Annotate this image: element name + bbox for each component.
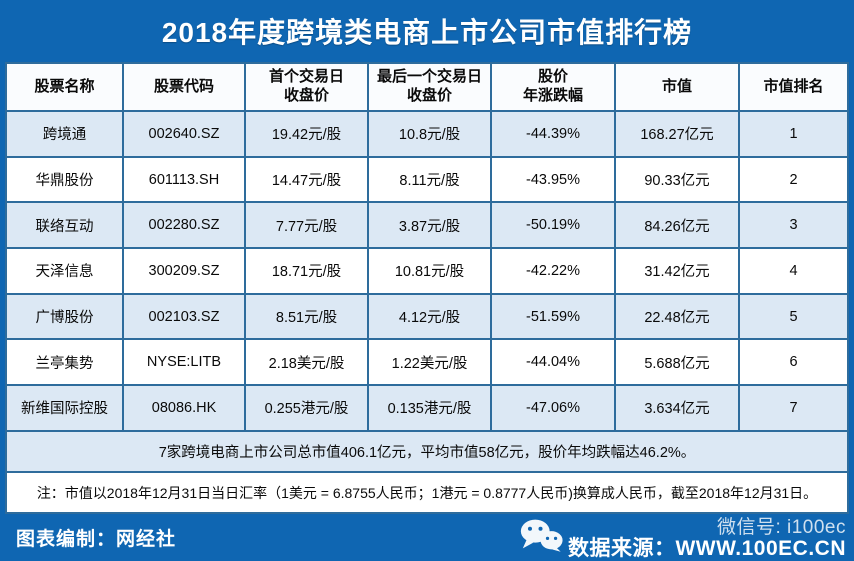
cell-stock-name: 兰亭集势 — [5, 338, 124, 387]
cell-rank: 6 — [738, 338, 849, 387]
cell-last-day-close: 3.87元/股 — [367, 201, 492, 250]
cell-stock-code: 08086.HK — [122, 384, 246, 432]
page-title: 2018年度跨境类电商上市公司市值排行榜 — [161, 17, 693, 48]
cell-rank: 7 — [738, 384, 849, 432]
cell-rank: 5 — [738, 292, 849, 341]
cell-stock-code: 601113.SH — [122, 155, 246, 204]
cell-market-value: 22.48亿元 — [614, 292, 740, 341]
col-header-first-day-close: 首个交易日 收盘价 — [244, 62, 369, 112]
cell-annual-change: -44.04% — [490, 338, 616, 387]
table-row: 兰亭集势 NYSE:LITB 2.18美元/股 1.22美元/股 -44.04%… — [5, 338, 849, 387]
wechat-icon — [518, 517, 564, 558]
cell-stock-name: 跨境通 — [5, 110, 124, 158]
cell-rank: 1 — [738, 110, 849, 158]
col-header-rank: 市值排名 — [738, 62, 849, 112]
cell-last-day-close: 1.22美元/股 — [367, 338, 492, 387]
chart-credit: 图表编制：网经社 — [16, 529, 177, 550]
cell-market-value: 5.688亿元 — [614, 338, 740, 387]
wechat-id: 微信号: i100ec — [716, 517, 846, 539]
cell-stock-name: 广博股份 — [5, 292, 124, 341]
table-row: 天泽信息 300209.SZ 18.71元/股 10.81元/股 -42.22%… — [5, 247, 849, 295]
cell-last-day-close: 10.8元/股 — [367, 110, 492, 158]
cell-market-value: 84.26亿元 — [614, 201, 740, 250]
cell-stock-code: 002280.SZ — [122, 201, 246, 250]
cell-market-value: 168.27亿元 — [614, 110, 740, 158]
ranking-table-area: 股票名称 股票代码 首个交易日 收盘价 最后一个交易日 收盘价 股价 年涨跌幅 … — [0, 62, 854, 514]
col-header-annual-change: 股价 年涨跌幅 — [490, 62, 616, 112]
header-row: 股票名称 股票代码 首个交易日 收盘价 最后一个交易日 收盘价 股价 年涨跌幅 … — [5, 62, 849, 112]
cell-annual-change: -51.59% — [490, 292, 616, 341]
note-row: 注：市值以2018年12月31日当日汇率（1美元 = 6.8755人民币；1港元… — [5, 471, 849, 514]
table-row: 新维国际控股 08086.HK 0.255港元/股 0.135港元/股 -47.… — [5, 384, 849, 432]
cell-stock-code: 300209.SZ — [122, 247, 246, 295]
cell-first-day-close: 7.77元/股 — [244, 201, 369, 250]
cell-stock-code: 002640.SZ — [122, 110, 246, 158]
cell-stock-name: 新维国际控股 — [5, 384, 124, 432]
cell-market-value: 31.42亿元 — [614, 247, 740, 295]
cell-annual-change: -44.39% — [490, 110, 616, 158]
cell-stock-code: NYSE:LITB — [122, 338, 246, 387]
cell-annual-change: -42.22% — [490, 247, 616, 295]
table-row: 华鼎股份 601113.SH 14.47元/股 8.11元/股 -43.95% … — [5, 155, 849, 204]
title-bar: 2018年度跨境类电商上市公司市值排行榜 — [0, 0, 854, 62]
cell-annual-change: -43.95% — [490, 155, 616, 204]
cell-stock-name: 联络互动 — [5, 201, 124, 250]
cell-rank: 4 — [738, 247, 849, 295]
summary-row: 7家跨境电商上市公司总市值406.1亿元，平均市值58亿元，股价年均跌幅达46.… — [5, 429, 849, 474]
cell-stock-name: 天泽信息 — [5, 247, 124, 295]
col-header-market-value: 市值 — [614, 62, 740, 112]
cell-first-day-close: 2.18美元/股 — [244, 338, 369, 387]
col-header-last-day-close: 最后一个交易日 收盘价 — [367, 62, 492, 112]
note-text: 注：市值以2018年12月31日当日汇率（1美元 = 6.8755人民币；1港元… — [5, 471, 849, 514]
footer-bar: 图表编制：网经社 微信号: i100ec 数据来源：WWW.100EC.CN — [0, 514, 854, 561]
data-source-block: 微信号: i100ec 数据来源：WWW.100EC.CN — [518, 517, 846, 560]
cell-stock-code: 002103.SZ — [122, 292, 246, 341]
cell-first-day-close: 8.51元/股 — [244, 292, 369, 341]
cell-first-day-close: 0.255港元/股 — [244, 384, 369, 432]
cell-last-day-close: 10.81元/股 — [367, 247, 492, 295]
cell-market-value: 3.634亿元 — [614, 384, 740, 432]
cell-last-day-close: 4.12元/股 — [367, 292, 492, 341]
cell-first-day-close: 18.71元/股 — [244, 247, 369, 295]
data-source: 数据来源：WWW.100EC.CN — [567, 536, 846, 560]
cell-last-day-close: 8.11元/股 — [367, 155, 492, 204]
cell-first-day-close: 14.47元/股 — [244, 155, 369, 204]
table-row: 广博股份 002103.SZ 8.51元/股 4.12元/股 -51.59% 2… — [5, 292, 849, 341]
ranking-table: 股票名称 股票代码 首个交易日 收盘价 最后一个交易日 收盘价 股价 年涨跌幅 … — [5, 62, 849, 514]
cell-market-value: 90.33亿元 — [614, 155, 740, 204]
cell-annual-change: -47.06% — [490, 384, 616, 432]
table-row: 跨境通 002640.SZ 19.42元/股 10.8元/股 -44.39% 1… — [5, 110, 849, 158]
cell-rank: 2 — [738, 155, 849, 204]
cell-annual-change: -50.19% — [490, 201, 616, 250]
col-header-stock-code: 股票代码 — [122, 62, 246, 112]
cell-stock-name: 华鼎股份 — [5, 155, 124, 204]
cell-first-day-close: 19.42元/股 — [244, 110, 369, 158]
col-header-stock-name: 股票名称 — [5, 62, 124, 112]
cell-rank: 3 — [738, 201, 849, 250]
table-row: 联络互动 002280.SZ 7.77元/股 3.87元/股 -50.19% 8… — [5, 201, 849, 250]
summary-text: 7家跨境电商上市公司总市值406.1亿元，平均市值58亿元，股价年均跌幅达46.… — [5, 429, 849, 474]
source-text-stack: 微信号: i100ec 数据来源：WWW.100EC.CN — [568, 518, 846, 560]
cell-last-day-close: 0.135港元/股 — [367, 384, 492, 432]
